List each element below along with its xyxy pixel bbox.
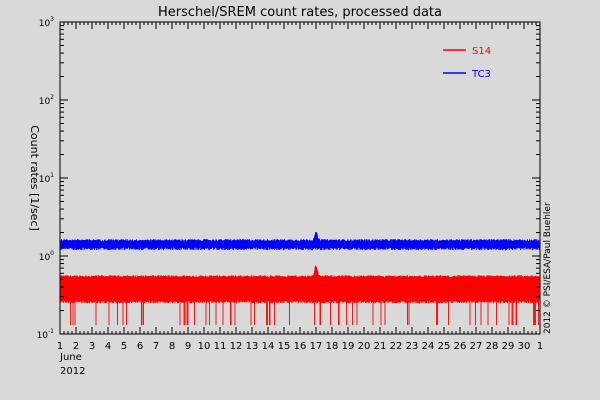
x-tick-label: 1 [57, 341, 63, 352]
x-tick-label: 29 [502, 341, 515, 352]
x-tick-label: 27 [470, 341, 483, 352]
x-tick-label: 21 [374, 341, 387, 352]
y-tick-label: 103 [39, 16, 54, 29]
x-tick-label: 9 [185, 341, 191, 352]
x-tick-label: 22 [390, 341, 403, 352]
x-tick-label: 8 [169, 341, 175, 352]
y-axis: 103 102 101 100 10-1 [37, 16, 540, 341]
x-tick-label: 18 [326, 341, 339, 352]
x-tick-label: 4 [105, 341, 111, 352]
x-tick-label: 10 [198, 341, 211, 352]
x-tick-label: 26 [454, 341, 467, 352]
x-axis-year-label: 2012 [60, 366, 85, 377]
x-tick-label: 1 [537, 341, 543, 352]
y-tick-label: 101 [39, 172, 54, 185]
series-layer [60, 232, 540, 326]
x-tick-label: 17 [310, 341, 323, 352]
x-tick-label: 13 [246, 341, 259, 352]
x-tick-label: 7 [153, 341, 159, 352]
chart-title: Herschel/SREM count rates, processed dat… [158, 5, 442, 20]
legend: S14 TC3 [443, 46, 491, 80]
x-tick-label: 12 [230, 341, 243, 352]
x-tick-label: 20 [358, 341, 371, 352]
credit-text: 2012 © PSI/ESA/Paul Buehler [543, 202, 553, 334]
legend-label-s14: S14 [472, 46, 491, 57]
series-tc3 [60, 232, 540, 251]
series-tc3-trace [60, 232, 540, 251]
x-axis: 1 2 3 4 5 6 7 8 9 10 11 12 13 14 15 16 17 18 19 20 21 22 23 24 2… [57, 22, 543, 352]
x-axis-month-label: June [59, 352, 82, 363]
x-tick-label: 24 [422, 341, 435, 352]
x-tick-label: 11 [214, 341, 227, 352]
x-tick-label: 2 [73, 341, 79, 352]
x-tick-label: 14 [262, 341, 275, 352]
x-tick-label: 3 [89, 341, 95, 352]
legend-label-tc3: TC3 [471, 69, 491, 80]
series-s14 [60, 265, 540, 326]
series-s14-trace [60, 265, 540, 326]
y-tick-label: 100 [39, 250, 54, 263]
x-tick-label: 6 [137, 341, 143, 352]
x-tick-label: 30 [518, 341, 531, 352]
x-tick-label: 23 [406, 341, 419, 352]
x-tick-label: 16 [294, 341, 307, 352]
x-tick-label: 19 [342, 341, 355, 352]
y-tick-label: 102 [39, 94, 54, 107]
y-axis-label: Count rates [1/sec] [28, 125, 41, 231]
x-tick-label: 5 [121, 341, 127, 352]
x-tick-label: 25 [438, 341, 451, 352]
y-tick-label: 10-1 [37, 328, 55, 341]
x-tick-label: 15 [278, 341, 291, 352]
x-tick-label: 28 [486, 341, 499, 352]
